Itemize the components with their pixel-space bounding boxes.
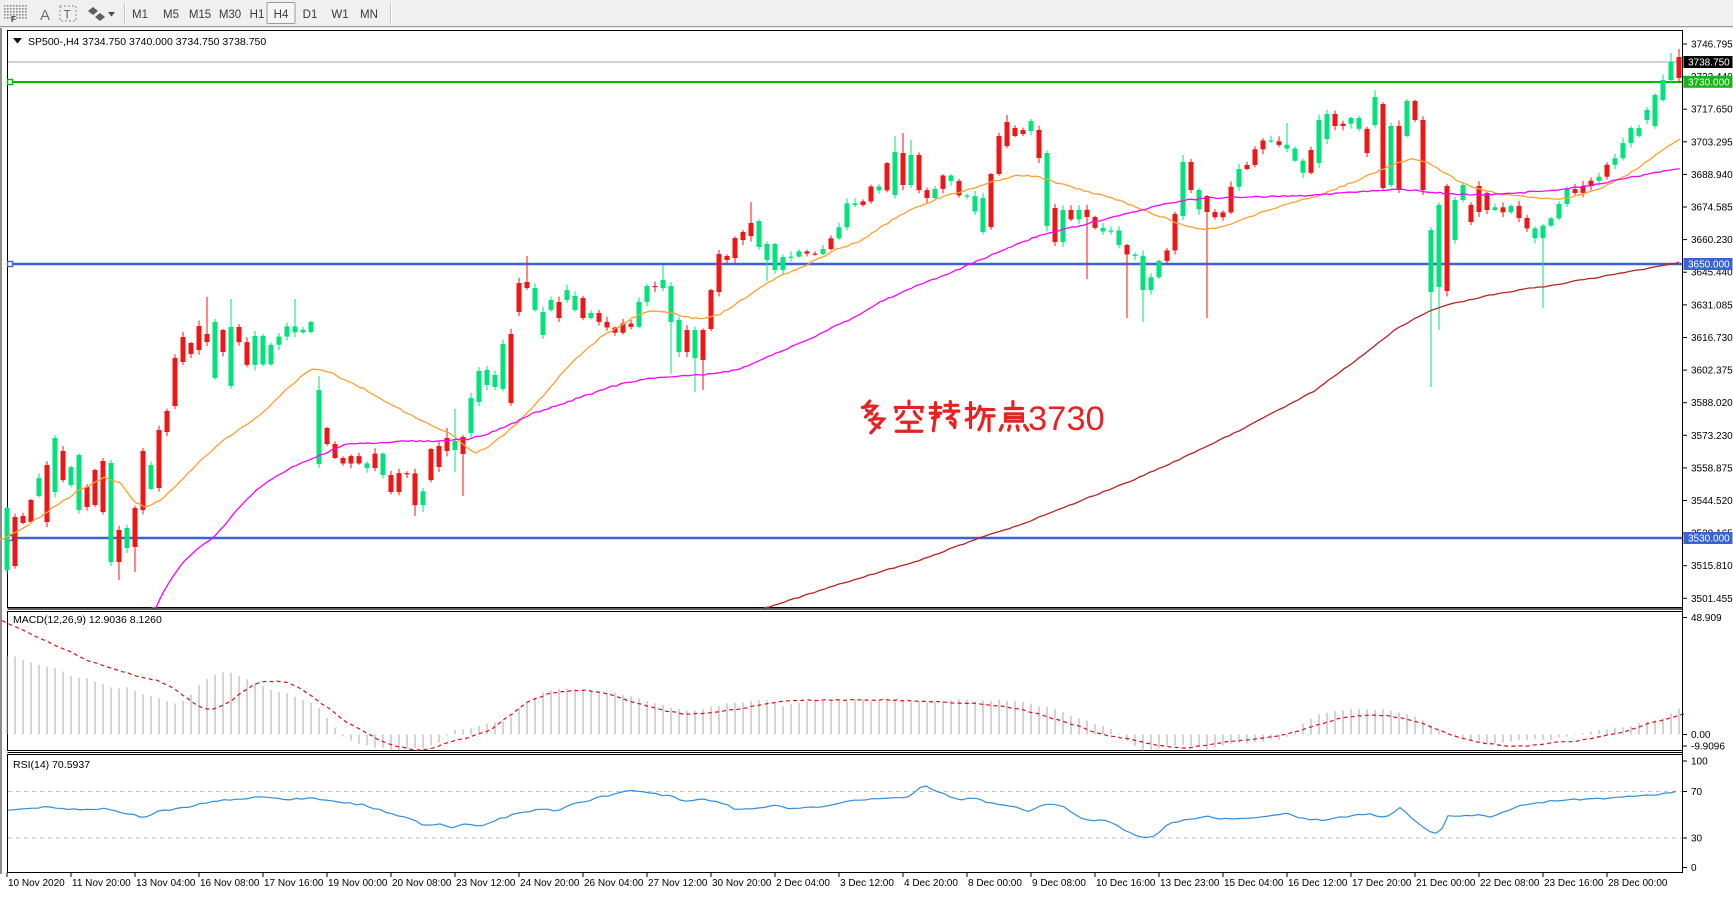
svg-text:16 Dec 12:00: 16 Dec 12:00 — [1288, 878, 1348, 889]
svg-text:24 Nov 20:00: 24 Nov 20:00 — [520, 878, 580, 889]
svg-text:A: A — [40, 7, 50, 24]
svg-text:3501.455: 3501.455 — [1691, 594, 1733, 605]
svg-text:48.909: 48.909 — [1691, 613, 1722, 624]
svg-text:20 Nov 08:00: 20 Nov 08:00 — [392, 878, 452, 889]
svg-text:0: 0 — [1691, 863, 1697, 874]
svg-text:H4: H4 — [274, 9, 289, 21]
svg-text:0.00: 0.00 — [1691, 730, 1711, 741]
svg-text:3660.230: 3660.230 — [1691, 235, 1733, 246]
svg-text:70: 70 — [1691, 787, 1703, 798]
svg-text:3674.585: 3674.585 — [1691, 203, 1733, 214]
svg-text:3645.440: 3645.440 — [1691, 268, 1733, 279]
svg-text:10 Nov 2020: 10 Nov 2020 — [8, 878, 65, 889]
svg-text:22 Dec 08:00: 22 Dec 08:00 — [1480, 878, 1540, 889]
svg-text:3558.875: 3558.875 — [1691, 463, 1733, 474]
svg-text:16 Nov 08:00: 16 Nov 08:00 — [200, 878, 260, 889]
svg-text:3 Dec 12:00: 3 Dec 12:00 — [840, 878, 894, 889]
svg-text:17 Nov 16:00: 17 Nov 16:00 — [264, 878, 324, 889]
svg-text:SP500-,H4 3734.750 3740.000 3: SP500-,H4 3734.750 3740.000 3734.750 373… — [28, 36, 266, 48]
svg-text:26 Nov 04:00: 26 Nov 04:00 — [584, 878, 644, 889]
svg-text:2 Dec 04:00: 2 Dec 04:00 — [776, 878, 830, 889]
svg-text:T: T — [64, 8, 72, 22]
svg-text:21 Dec 00:00: 21 Dec 00:00 — [1416, 878, 1476, 889]
svg-text:RSI(14) 70.5937: RSI(14) 70.5937 — [13, 759, 90, 771]
svg-text:3746.795: 3746.795 — [1691, 40, 1733, 51]
svg-text:M30: M30 — [219, 9, 241, 21]
svg-text:30: 30 — [1691, 834, 1703, 845]
svg-text:17 Dec 20:00: 17 Dec 20:00 — [1352, 878, 1412, 889]
svg-text:3530.000: 3530.000 — [1688, 534, 1730, 545]
svg-text:W1: W1 — [331, 9, 348, 21]
svg-text:15 Dec 04:00: 15 Dec 04:00 — [1224, 878, 1284, 889]
svg-text:M15: M15 — [189, 9, 211, 21]
svg-text:3616.730: 3616.730 — [1691, 333, 1733, 344]
svg-text:10 Dec 16:00: 10 Dec 16:00 — [1096, 878, 1156, 889]
svg-text:11 Nov 20:00: 11 Nov 20:00 — [72, 878, 131, 889]
svg-text:3717.650: 3717.650 — [1691, 105, 1733, 116]
svg-text:23 Nov 12:00: 23 Nov 12:00 — [456, 878, 516, 889]
svg-text:27 Nov 12:00: 27 Nov 12:00 — [648, 878, 708, 889]
svg-text:H1: H1 — [250, 9, 265, 21]
svg-text:28 Dec 00:00: 28 Dec 00:00 — [1608, 878, 1668, 889]
svg-text:100: 100 — [1691, 757, 1708, 768]
svg-text:3703.295: 3703.295 — [1691, 137, 1733, 148]
svg-text:F: F — [11, 15, 16, 24]
svg-text:9 Dec 08:00: 9 Dec 08:00 — [1032, 878, 1086, 889]
svg-text:3730.000: 3730.000 — [1688, 77, 1730, 88]
svg-text:3573.230: 3573.230 — [1691, 431, 1733, 442]
svg-text:19 Nov 00:00: 19 Nov 00:00 — [328, 878, 388, 889]
svg-text:M5: M5 — [163, 9, 179, 21]
svg-text:3544.520: 3544.520 — [1691, 496, 1733, 507]
svg-text:3515.810: 3515.810 — [1691, 561, 1733, 572]
svg-text:30 Nov 20:00: 30 Nov 20:00 — [712, 878, 772, 889]
svg-text:3631.085: 3631.085 — [1691, 300, 1733, 311]
svg-text:13 Nov 04:00: 13 Nov 04:00 — [136, 878, 196, 889]
svg-text:13 Dec 23:00: 13 Dec 23:00 — [1160, 878, 1220, 889]
svg-text:3688.940: 3688.940 — [1691, 170, 1733, 181]
svg-text:D1: D1 — [303, 9, 318, 21]
svg-text:3602.375: 3602.375 — [1691, 366, 1733, 377]
svg-text:8 Dec 00:00: 8 Dec 00:00 — [968, 878, 1022, 889]
svg-text:3738.750: 3738.750 — [1688, 58, 1730, 69]
svg-text:MACD(12,26,9) 12.9036 8.1260: MACD(12,26,9) 12.9036 8.1260 — [13, 614, 162, 626]
svg-text:4 Dec 20:00: 4 Dec 20:00 — [904, 878, 958, 889]
svg-text:3650.000: 3650.000 — [1688, 260, 1730, 271]
svg-text:3730: 3730 — [1028, 400, 1105, 438]
svg-text:-9.9096: -9.9096 — [1691, 742, 1725, 753]
svg-text:23 Dec 16:00: 23 Dec 16:00 — [1544, 878, 1604, 889]
svg-text:M1: M1 — [132, 9, 148, 21]
svg-text:MN: MN — [360, 9, 378, 21]
svg-text:3588.020: 3588.020 — [1691, 398, 1733, 409]
